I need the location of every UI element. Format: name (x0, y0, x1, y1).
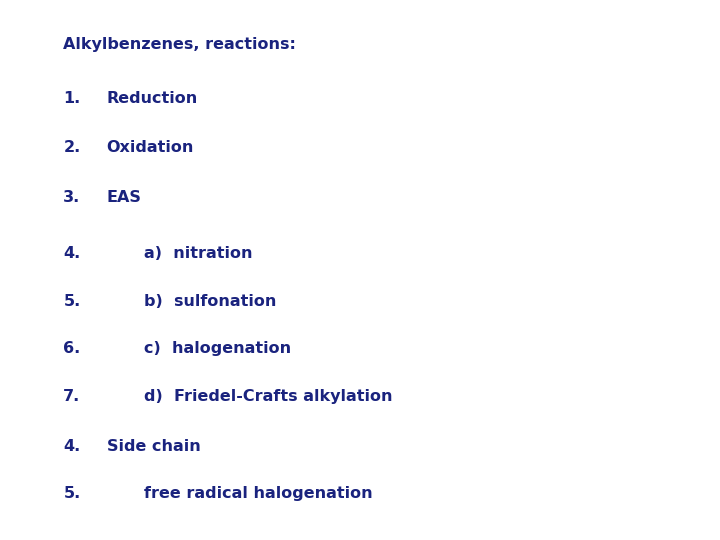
Text: 4.: 4. (63, 246, 81, 261)
Text: Side chain: Side chain (107, 438, 200, 454)
Text: free radical halogenation: free radical halogenation (144, 486, 373, 501)
Text: Alkylbenzenes, reactions:: Alkylbenzenes, reactions: (63, 37, 296, 52)
Text: 5.: 5. (63, 486, 81, 501)
Text: 5.: 5. (63, 294, 81, 309)
Text: b)  sulfonation: b) sulfonation (144, 294, 276, 309)
Text: EAS: EAS (107, 190, 141, 205)
Text: 7.: 7. (63, 389, 81, 404)
Text: 6.: 6. (63, 341, 81, 356)
Text: Reduction: Reduction (107, 91, 198, 106)
Text: 3.: 3. (63, 190, 81, 205)
Text: 4.: 4. (63, 438, 81, 454)
Text: 1.: 1. (63, 91, 81, 106)
Text: d)  Friedel-Crafts alkylation: d) Friedel-Crafts alkylation (144, 389, 392, 404)
Text: c)  halogenation: c) halogenation (144, 341, 291, 356)
Text: Oxidation: Oxidation (107, 140, 194, 156)
Text: a)  nitration: a) nitration (144, 246, 253, 261)
Text: 2.: 2. (63, 140, 81, 156)
